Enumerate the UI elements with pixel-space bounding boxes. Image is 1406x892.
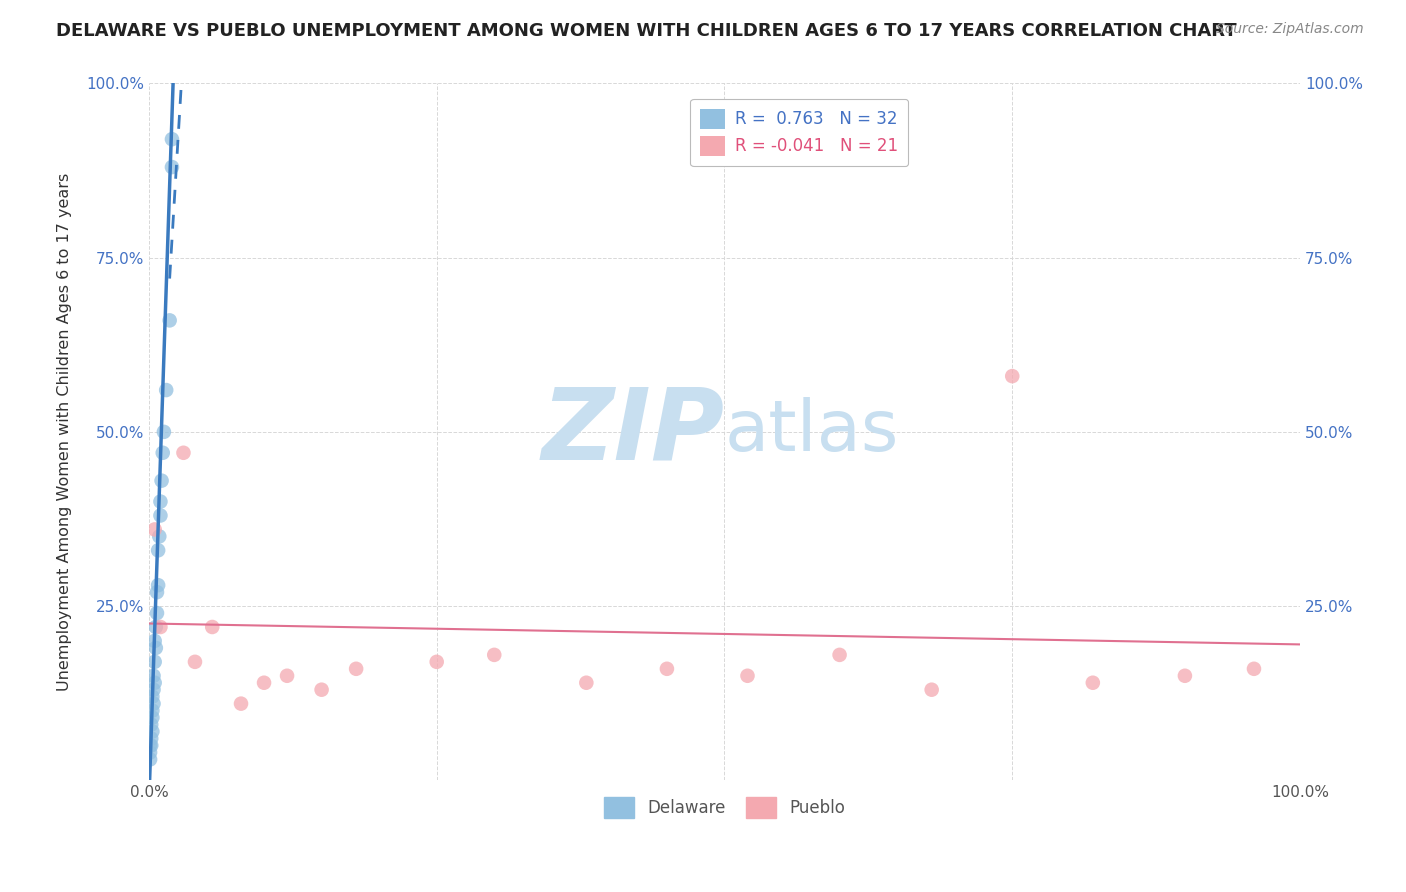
Text: ZIP: ZIP [541,384,724,481]
Point [155,383,177,397]
Point [142,669,165,683]
Point [184,655,207,669]
Point [146,606,169,620]
Point [311,682,333,697]
Point [143,655,166,669]
Point [149,508,172,523]
Point [146,578,169,592]
Y-axis label: Unemployment Among Women with Children Ages 6 to 17 years: Unemployment Among Women with Children A… [58,173,72,691]
Point [143,675,166,690]
Point [426,655,449,669]
Point [253,675,276,690]
Text: Source: ZipAtlas.com: Source: ZipAtlas.com [1216,22,1364,37]
Point [145,640,167,655]
Point [146,543,169,558]
Point [201,620,224,634]
Point [141,704,163,718]
Point [139,752,162,766]
Point [172,446,194,460]
Point [148,529,170,543]
Point [143,523,166,537]
Text: DELAWARE VS PUEBLO UNEMPLOYMENT AMONG WOMEN WITH CHILDREN AGES 6 TO 17 YEARS COR: DELAWARE VS PUEBLO UNEMPLOYMENT AMONG WO… [56,22,1237,40]
Point [145,620,167,634]
Point [159,313,181,327]
Legend: Delaware, Pueblo: Delaware, Pueblo [598,790,852,824]
Text: atlas: atlas [724,397,898,467]
Point [146,585,169,599]
Point [737,669,759,683]
Point [160,160,183,174]
Point [141,739,163,753]
Point [152,446,174,460]
Point [153,425,176,439]
Point [143,634,166,648]
Point [141,724,163,739]
Point [142,697,165,711]
Point [141,731,163,746]
Point [229,697,252,711]
Point [484,648,506,662]
Point [276,669,298,683]
Point [141,710,163,724]
Point [142,682,165,697]
Point [1001,369,1024,384]
Point [139,746,162,760]
Point [1174,669,1197,683]
Point [1243,662,1265,676]
Point [575,675,598,690]
Point [921,682,943,697]
Point [149,494,172,508]
Point [1081,675,1104,690]
Point [150,474,173,488]
Point [160,132,183,146]
Point [149,620,172,634]
Point [344,662,367,676]
Point [139,739,162,753]
Point [655,662,678,676]
Point [141,717,163,731]
Point [828,648,851,662]
Point [141,690,163,704]
